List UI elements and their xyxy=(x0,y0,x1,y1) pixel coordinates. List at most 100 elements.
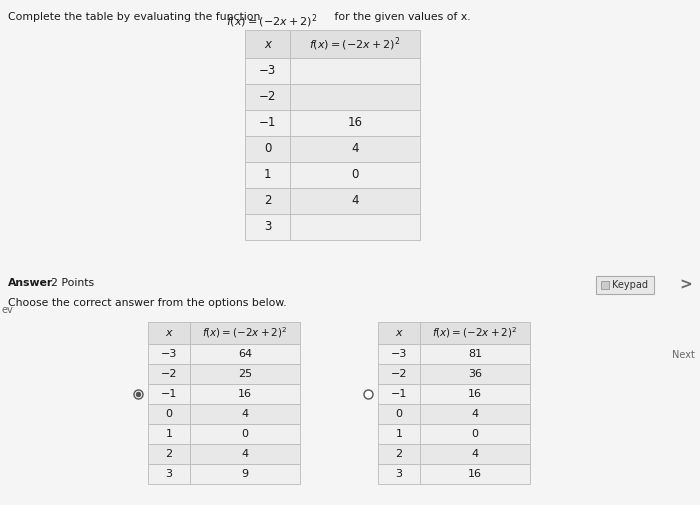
Bar xyxy=(148,322,190,344)
Text: >: > xyxy=(679,278,692,292)
Text: 1: 1 xyxy=(395,429,402,439)
Bar xyxy=(148,404,190,424)
Bar xyxy=(290,84,420,110)
Bar xyxy=(245,162,290,188)
Bar xyxy=(378,404,420,424)
Bar xyxy=(378,322,420,344)
Bar xyxy=(245,214,290,240)
Text: 16: 16 xyxy=(347,117,363,129)
Text: 2: 2 xyxy=(264,194,272,208)
Bar xyxy=(378,424,420,444)
Bar xyxy=(290,58,420,84)
Bar xyxy=(148,424,190,444)
Bar xyxy=(378,344,420,364)
Text: 2 Points: 2 Points xyxy=(51,278,94,288)
Bar xyxy=(378,364,420,384)
Text: −3: −3 xyxy=(391,349,407,359)
Text: $f(x) = (-2x + 2)^2$: $f(x) = (-2x + 2)^2$ xyxy=(433,326,518,340)
Bar xyxy=(190,424,300,444)
Text: 0: 0 xyxy=(165,409,172,419)
Bar xyxy=(190,384,300,404)
Bar xyxy=(596,276,654,294)
Bar xyxy=(378,384,420,404)
Bar xyxy=(420,384,530,404)
Text: 4: 4 xyxy=(241,409,248,419)
Text: 81: 81 xyxy=(468,349,482,359)
Text: x: x xyxy=(166,328,172,338)
Text: 2: 2 xyxy=(395,449,402,459)
Bar xyxy=(420,444,530,464)
Text: Keypad: Keypad xyxy=(612,280,648,290)
Text: 0: 0 xyxy=(241,429,248,439)
Text: 1: 1 xyxy=(165,429,172,439)
Text: 0: 0 xyxy=(351,169,358,181)
Bar xyxy=(190,322,300,344)
Bar xyxy=(148,384,190,404)
Bar xyxy=(245,188,290,214)
Text: −2: −2 xyxy=(259,90,276,104)
Text: 2: 2 xyxy=(165,449,173,459)
Bar xyxy=(378,464,420,484)
Bar xyxy=(245,84,290,110)
Text: −1: −1 xyxy=(161,389,177,399)
Text: $f(x) = (-2x + 2)^2$: $f(x) = (-2x + 2)^2$ xyxy=(202,326,288,340)
Text: 4: 4 xyxy=(351,142,358,156)
Bar xyxy=(420,464,530,484)
Text: 3: 3 xyxy=(165,469,172,479)
Bar xyxy=(190,364,300,384)
Text: Complete the table by evaluating the function: Complete the table by evaluating the fun… xyxy=(8,12,264,22)
Bar xyxy=(148,464,190,484)
Bar xyxy=(290,214,420,240)
Bar xyxy=(290,136,420,162)
Bar xyxy=(290,162,420,188)
Text: 16: 16 xyxy=(468,389,482,399)
Bar xyxy=(420,344,530,364)
Text: $f(x) = (-2x + 2)^2$: $f(x) = (-2x + 2)^2$ xyxy=(226,12,318,30)
Bar xyxy=(420,322,530,344)
Text: −2: −2 xyxy=(391,369,407,379)
Bar xyxy=(420,424,530,444)
Text: 3: 3 xyxy=(395,469,402,479)
Bar xyxy=(601,281,609,289)
Text: 36: 36 xyxy=(468,369,482,379)
Text: x: x xyxy=(395,328,402,338)
Text: x: x xyxy=(264,37,271,50)
Text: 16: 16 xyxy=(468,469,482,479)
Bar xyxy=(190,344,300,364)
Text: Answer: Answer xyxy=(8,278,53,288)
Text: 1: 1 xyxy=(264,169,272,181)
Bar xyxy=(148,364,190,384)
Bar xyxy=(420,404,530,424)
Text: 4: 4 xyxy=(471,409,479,419)
Bar xyxy=(420,364,530,384)
Text: −2: −2 xyxy=(161,369,177,379)
Bar xyxy=(290,188,420,214)
Bar xyxy=(245,110,290,136)
Bar xyxy=(290,110,420,136)
Text: 4: 4 xyxy=(471,449,479,459)
Text: −3: −3 xyxy=(259,65,276,77)
Text: Next: Next xyxy=(672,350,695,360)
Text: $f(x) = (-2x + 2)^2$: $f(x) = (-2x + 2)^2$ xyxy=(309,35,400,53)
Text: 4: 4 xyxy=(241,449,248,459)
Bar xyxy=(190,444,300,464)
Bar xyxy=(290,30,420,58)
Text: 0: 0 xyxy=(264,142,271,156)
Bar xyxy=(378,444,420,464)
Bar xyxy=(245,58,290,84)
Text: 4: 4 xyxy=(351,194,358,208)
Bar xyxy=(190,464,300,484)
Text: −3: −3 xyxy=(161,349,177,359)
Text: for the given values of x.: for the given values of x. xyxy=(331,12,470,22)
Bar xyxy=(190,404,300,424)
Text: ev: ev xyxy=(2,305,14,315)
Text: −1: −1 xyxy=(391,389,407,399)
Text: 0: 0 xyxy=(472,429,479,439)
Text: 64: 64 xyxy=(238,349,252,359)
Text: 16: 16 xyxy=(238,389,252,399)
Text: 9: 9 xyxy=(241,469,248,479)
Text: 25: 25 xyxy=(238,369,252,379)
Text: 3: 3 xyxy=(264,221,271,233)
Bar xyxy=(148,444,190,464)
Text: 0: 0 xyxy=(395,409,402,419)
